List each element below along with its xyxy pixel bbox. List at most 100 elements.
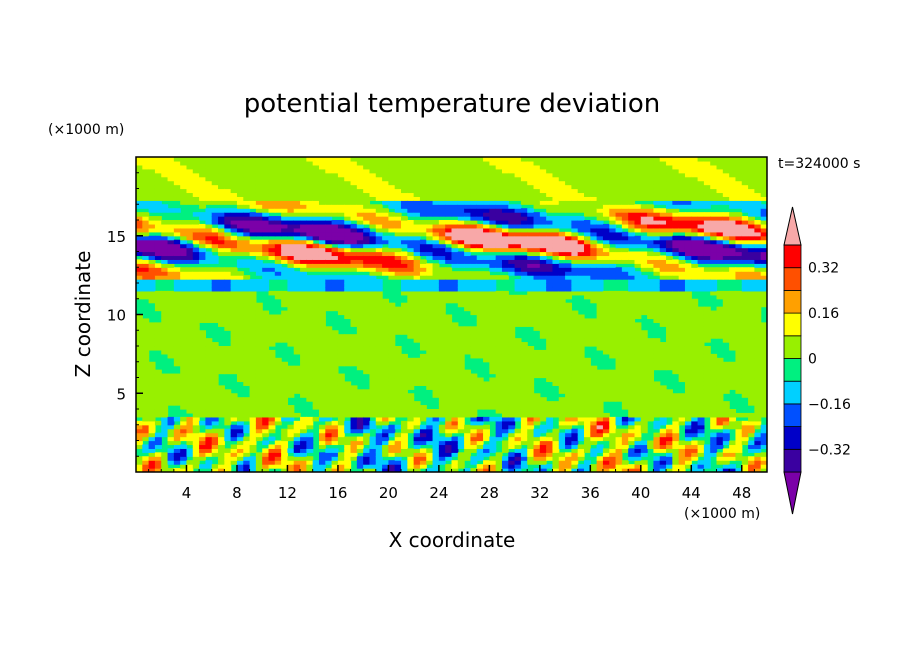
heatmap-cell [148,365,156,371]
heatmap-cell [167,349,175,355]
heatmap-cell [173,381,181,386]
heatmap-cell [388,184,396,190]
heatmap-cell [464,306,472,312]
heatmap-cell [546,377,554,383]
heatmap-cell [350,424,358,430]
heatmap-cell [344,231,352,237]
heatmap-cell [533,290,541,296]
heatmap-cell [300,184,307,190]
heatmap-cell [287,405,295,410]
heatmap-cell [514,322,522,327]
heatmap-cell [514,184,522,190]
heatmap-cell [344,452,352,457]
heatmap-cell [426,235,434,241]
heatmap-cell [426,302,434,308]
heatmap-cell [464,338,472,343]
heatmap-cell [363,251,371,257]
heatmap-cell [167,294,175,300]
heatmap-cell [205,412,213,418]
heatmap-cell [205,416,213,422]
heatmap-cell [337,361,345,367]
heatmap-cell [211,349,219,355]
heatmap-cell [445,239,453,245]
heatmap-cell [571,464,579,469]
heatmap-cell [539,196,547,201]
heatmap-cell [255,216,263,221]
heatmap-cell [445,188,453,194]
heatmap-cell [325,306,333,312]
heatmap-cell [173,310,181,316]
heatmap-cell [558,223,566,229]
heatmap-cell [249,338,257,343]
heatmap-cell [211,168,219,174]
heatmap-cell [483,424,490,430]
heatmap-cell [527,180,535,186]
heatmap-cell [476,306,484,312]
heatmap-cell [476,334,484,339]
heatmap-cell [464,239,472,245]
heatmap-cell [186,279,194,284]
heatmap-cell [407,330,415,335]
heatmap-cell [274,448,282,453]
heatmap-cell [331,208,339,213]
heatmap-cell [363,196,371,201]
heatmap-cell [243,468,251,472]
heatmap-cell [173,432,181,438]
heatmap-cell [457,290,465,296]
heatmap-cell [571,223,579,229]
heatmap-cell [356,247,364,253]
heatmap-cell [136,267,143,272]
heatmap-cell [514,456,522,461]
heatmap-cell [571,349,579,355]
heatmap-cell [369,377,377,383]
heatmap-cell [344,251,352,257]
heatmap-cell [394,196,402,201]
heatmap-cell [331,180,339,186]
heatmap-cell [268,389,276,394]
heatmap-cell [394,409,402,414]
heatmap-cell [426,369,434,375]
heatmap-cell [243,251,251,257]
heatmap-cell [527,424,535,430]
heatmap-cell [356,196,364,201]
heatmap-cell [325,239,333,245]
heatmap-cell [186,172,194,178]
heatmap-cell [205,208,213,213]
heatmap-cell [173,318,181,323]
heatmap-cell [501,397,509,402]
heatmap-cell [243,157,251,162]
heatmap-cell [325,160,333,166]
heatmap-cell [457,338,465,343]
heatmap-cell [142,243,150,249]
heatmap-cell [325,405,333,410]
heatmap-cell [281,334,289,339]
heatmap-cell [154,239,162,245]
heatmap-cell [489,401,497,406]
heatmap-cell [394,436,402,442]
heatmap-cell [255,160,263,166]
heatmap-cell [451,243,459,249]
heatmap-cell [325,275,333,280]
heatmap-cell [255,231,263,237]
heatmap-cell [186,255,194,260]
heatmap-cell [388,168,396,174]
heatmap-cell [565,204,572,209]
heatmap-cell [136,389,143,394]
heatmap-cell [142,176,150,182]
heatmap-cell [401,330,408,335]
heatmap-cell [508,196,516,201]
heatmap-cell [312,310,320,316]
heatmap-cell [180,381,188,386]
heatmap-cell [552,326,560,331]
heatmap-cell [457,223,465,229]
heatmap-cell [394,172,402,178]
heatmap-cell [514,448,522,453]
heatmap-cell [565,338,572,343]
heatmap-cell [451,361,459,367]
heatmap-cell [407,267,415,272]
heatmap-cell [552,318,560,323]
heatmap-cell [489,385,497,390]
heatmap-cell [262,239,270,245]
heatmap-cell [520,377,528,383]
heatmap-cell [236,227,244,233]
